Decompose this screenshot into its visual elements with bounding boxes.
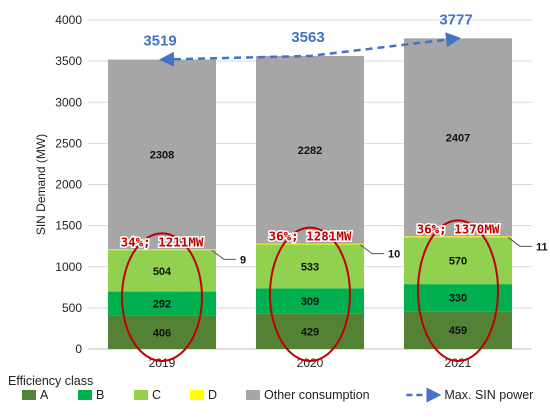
legend-swatch — [78, 390, 92, 400]
bar-segment-d — [256, 243, 364, 245]
data-label: 2308 — [150, 149, 174, 161]
bar-segment-b — [256, 288, 364, 314]
annotation-label: 36%; 1281MW — [269, 229, 352, 244]
bar-segment-a — [404, 311, 512, 349]
y-tick-label: 2000 — [55, 178, 82, 192]
data-label: 309 — [301, 296, 319, 308]
y-tick-label: 0 — [75, 342, 82, 356]
legend-label: C — [152, 388, 161, 402]
bar-segment-a — [108, 315, 216, 349]
bar-segment-other-consumption — [108, 59, 216, 250]
data-label: 11 — [536, 241, 548, 253]
data-label: 429 — [301, 326, 319, 338]
legend-label: Other consumption — [264, 388, 370, 402]
annotation-label: 36%; 1370MW — [417, 221, 500, 236]
y-axis-label: SIN Demand (MW) — [34, 134, 48, 235]
annotation-label: 34%; 1211MW — [121, 234, 204, 249]
line-value-label: 3563 — [291, 29, 324, 46]
x-tick-label: 2020 — [297, 356, 324, 370]
bar-segment-b — [108, 291, 216, 316]
legend: Efficiency class A B C D Other consumption Ma… — [8, 374, 533, 403]
data-label: 2407 — [446, 132, 470, 144]
y-axis-ticks: 0 500 1000 1500 2000 2500 3000 3500 4000 — [55, 13, 82, 356]
highlight-ellipse — [417, 219, 499, 362]
y-tick-label: 500 — [62, 301, 82, 315]
x-tick-label: 2019 — [149, 356, 176, 370]
bar-segment-other-consumption — [404, 38, 512, 237]
max-power-line: 3519 3563 3777 — [143, 11, 473, 67]
data-label: 10 — [388, 249, 400, 261]
bar-segment-b — [404, 284, 512, 312]
data-label: 292 — [153, 299, 171, 311]
data-label: 9 — [240, 254, 246, 266]
legend-label: D — [208, 388, 217, 402]
legend-swatch — [190, 390, 204, 400]
data-label: 570 — [449, 256, 467, 268]
leader-line — [359, 244, 384, 255]
leader-line — [507, 236, 532, 247]
y-tick-label: 3500 — [55, 54, 82, 68]
legend-title: Efficiency class — [8, 374, 93, 388]
bars: 406 292 504 9 2308 429 309 533 10 2282 459 330 570 11… — [108, 38, 548, 349]
line-value-label: 3777 — [439, 11, 472, 28]
x-axis-ticks: 2019 2020 2021 — [149, 356, 472, 370]
legend-swatch — [134, 390, 148, 400]
line-value-label: 3519 — [143, 33, 176, 50]
bar-segment-d — [404, 236, 512, 238]
data-label: 533 — [301, 261, 319, 273]
highlight-ellipse — [269, 226, 351, 362]
bar-segment-other-consumption — [256, 55, 364, 244]
legend-swatch — [22, 390, 36, 400]
data-label: 406 — [153, 327, 171, 339]
legend-swatch — [246, 390, 260, 400]
bar-segment-d — [108, 249, 216, 251]
data-label: 330 — [449, 293, 467, 305]
bar-segment-a — [256, 313, 364, 349]
data-label: 504 — [153, 266, 172, 278]
legend-label: A — [40, 388, 49, 402]
y-tick-label: 1500 — [55, 219, 82, 233]
legend-label: B — [96, 388, 104, 402]
efficiency-ellipses: 34%; 1211MW 36%; 1281MW 36%; 1370MW — [119, 219, 501, 363]
leader-line — [211, 249, 236, 260]
line-series — [159, 32, 461, 67]
legend-label: Max. SIN power — [444, 388, 533, 402]
data-label: 459 — [449, 325, 467, 337]
y-tick-label: 3000 — [55, 95, 82, 109]
y-tick-label: 1000 — [55, 260, 82, 274]
highlight-ellipse — [121, 232, 203, 363]
y-tick-label: 2500 — [55, 136, 82, 150]
y-tick-label: 4000 — [55, 13, 82, 27]
data-label: 2282 — [298, 145, 322, 157]
